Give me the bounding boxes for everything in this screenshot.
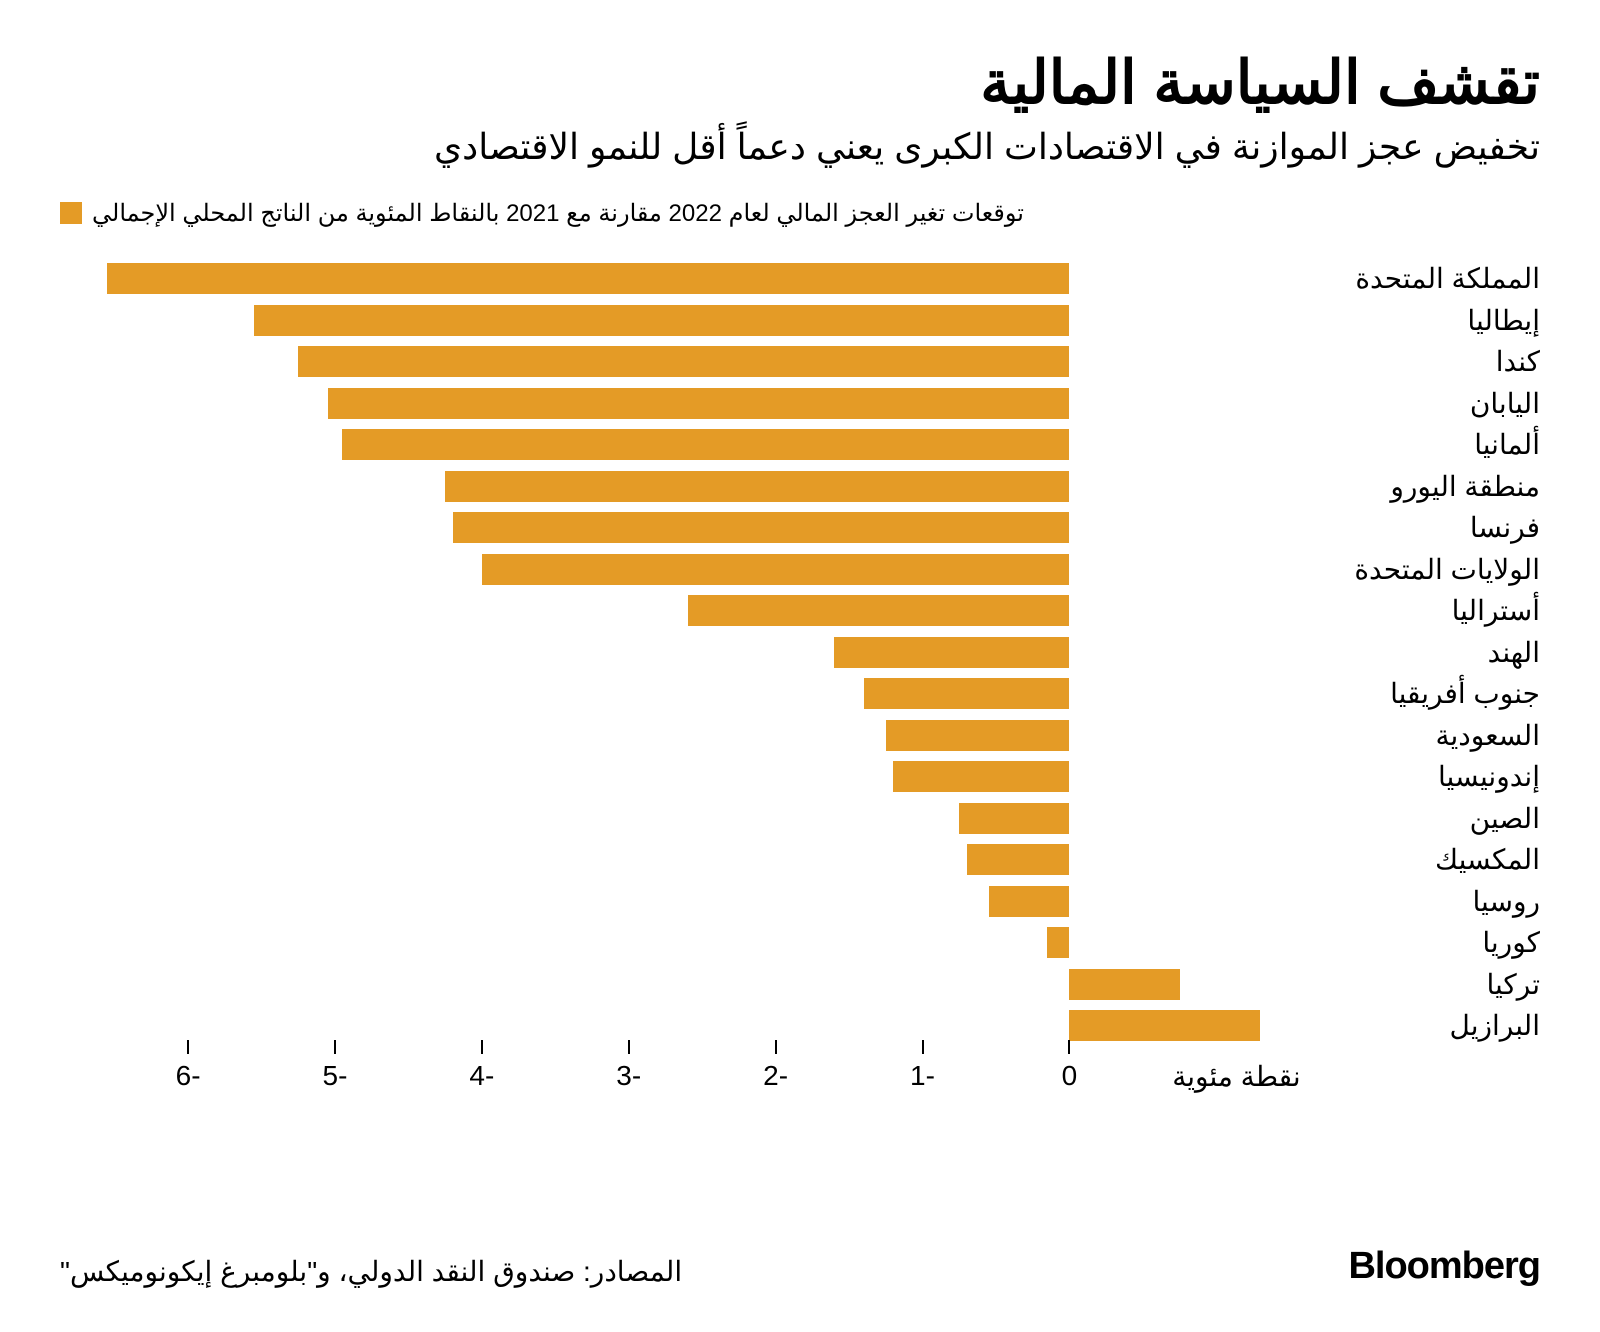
tick-label: -4: [469, 1060, 494, 1092]
bar-row: ألمانيا: [60, 424, 1540, 466]
x-axis: -6-5-4-3-2-10نقطة مئوية: [100, 1058, 1275, 1098]
category-label: الهند: [1290, 636, 1540, 669]
tick-label: -2: [763, 1060, 788, 1092]
legend: توقعات تغير العجز المالي لعام 2022 مقارن…: [60, 199, 1540, 228]
category-label: السعودية: [1290, 719, 1540, 752]
bar-row: الولايات المتحدة: [60, 548, 1540, 590]
bar-row: كوريا: [60, 922, 1540, 964]
category-label: كوريا: [1290, 926, 1540, 959]
bar-row: المكسيك: [60, 839, 1540, 881]
source-text: المصادر: صندوق النقد الدولي، و"بلومبرغ إ…: [60, 1255, 682, 1288]
bar-row: تركيا: [60, 963, 1540, 1005]
bar-row: إندونيسيا: [60, 756, 1540, 798]
category-label: إيطاليا: [1290, 304, 1540, 337]
axis-title: نقطة مئوية: [1172, 1060, 1300, 1093]
bar-row: الصين: [60, 797, 1540, 839]
category-label: الصين: [1290, 802, 1540, 835]
chart-area: المملكة المتحدة إيطاليا كندا اليابان ألمانيا…: [60, 258, 1540, 1128]
category-label: المكسيك: [1290, 843, 1540, 876]
legend-swatch: [60, 202, 82, 224]
category-label: روسيا: [1290, 885, 1540, 918]
bar-row: اليابان: [60, 382, 1540, 424]
category-label: كندا: [1290, 345, 1540, 378]
bar-row: جنوب أفريقيا: [60, 673, 1540, 715]
bar-row: فرنسا: [60, 507, 1540, 549]
category-label: جنوب أفريقيا: [1290, 677, 1540, 710]
brand-logo: Bloomberg: [1348, 1245, 1540, 1288]
bar-labels-region: المملكة المتحدة إيطاليا كندا اليابان ألمانيا…: [60, 258, 1540, 1048]
bar-row: كندا: [60, 341, 1540, 383]
legend-label: توقعات تغير العجز المالي لعام 2022 مقارن…: [92, 199, 1024, 228]
category-label: إندونيسيا: [1290, 760, 1540, 793]
category-label: اليابان: [1290, 387, 1540, 420]
bar-row: الهند: [60, 631, 1540, 673]
bar-row: روسيا: [60, 880, 1540, 922]
category-label: الولايات المتحدة: [1290, 553, 1540, 586]
category-label: فرنسا: [1290, 511, 1540, 544]
footer: Bloomberg المصادر: صندوق النقد الدولي، و…: [60, 1245, 1540, 1288]
tick-label: -5: [323, 1060, 348, 1092]
bar-row: المملكة المتحدة: [60, 258, 1540, 300]
category-label: البرازيل: [1290, 1009, 1540, 1042]
chart-subtitle: تخفيض عجز الموازنة في الاقتصادات الكبرى …: [60, 124, 1540, 171]
bar-row: السعودية: [60, 714, 1540, 756]
tick-label: -3: [616, 1060, 641, 1092]
category-label: ألمانيا: [1290, 428, 1540, 461]
tick-label: 0: [1062, 1060, 1078, 1092]
bar-row: أستراليا: [60, 590, 1540, 632]
bar-row: منطقة اليورو: [60, 465, 1540, 507]
category-label: أستراليا: [1290, 594, 1540, 627]
category-label: تركيا: [1290, 968, 1540, 1001]
chart-title: تقشف السياسة المالية: [60, 50, 1540, 116]
category-label: منطقة اليورو: [1290, 470, 1540, 503]
bar-row: إيطاليا: [60, 299, 1540, 341]
tick-label: -1: [910, 1060, 935, 1092]
category-label: المملكة المتحدة: [1290, 262, 1540, 295]
tick-label: -6: [176, 1060, 201, 1092]
bar-row: البرازيل: [60, 1005, 1540, 1047]
